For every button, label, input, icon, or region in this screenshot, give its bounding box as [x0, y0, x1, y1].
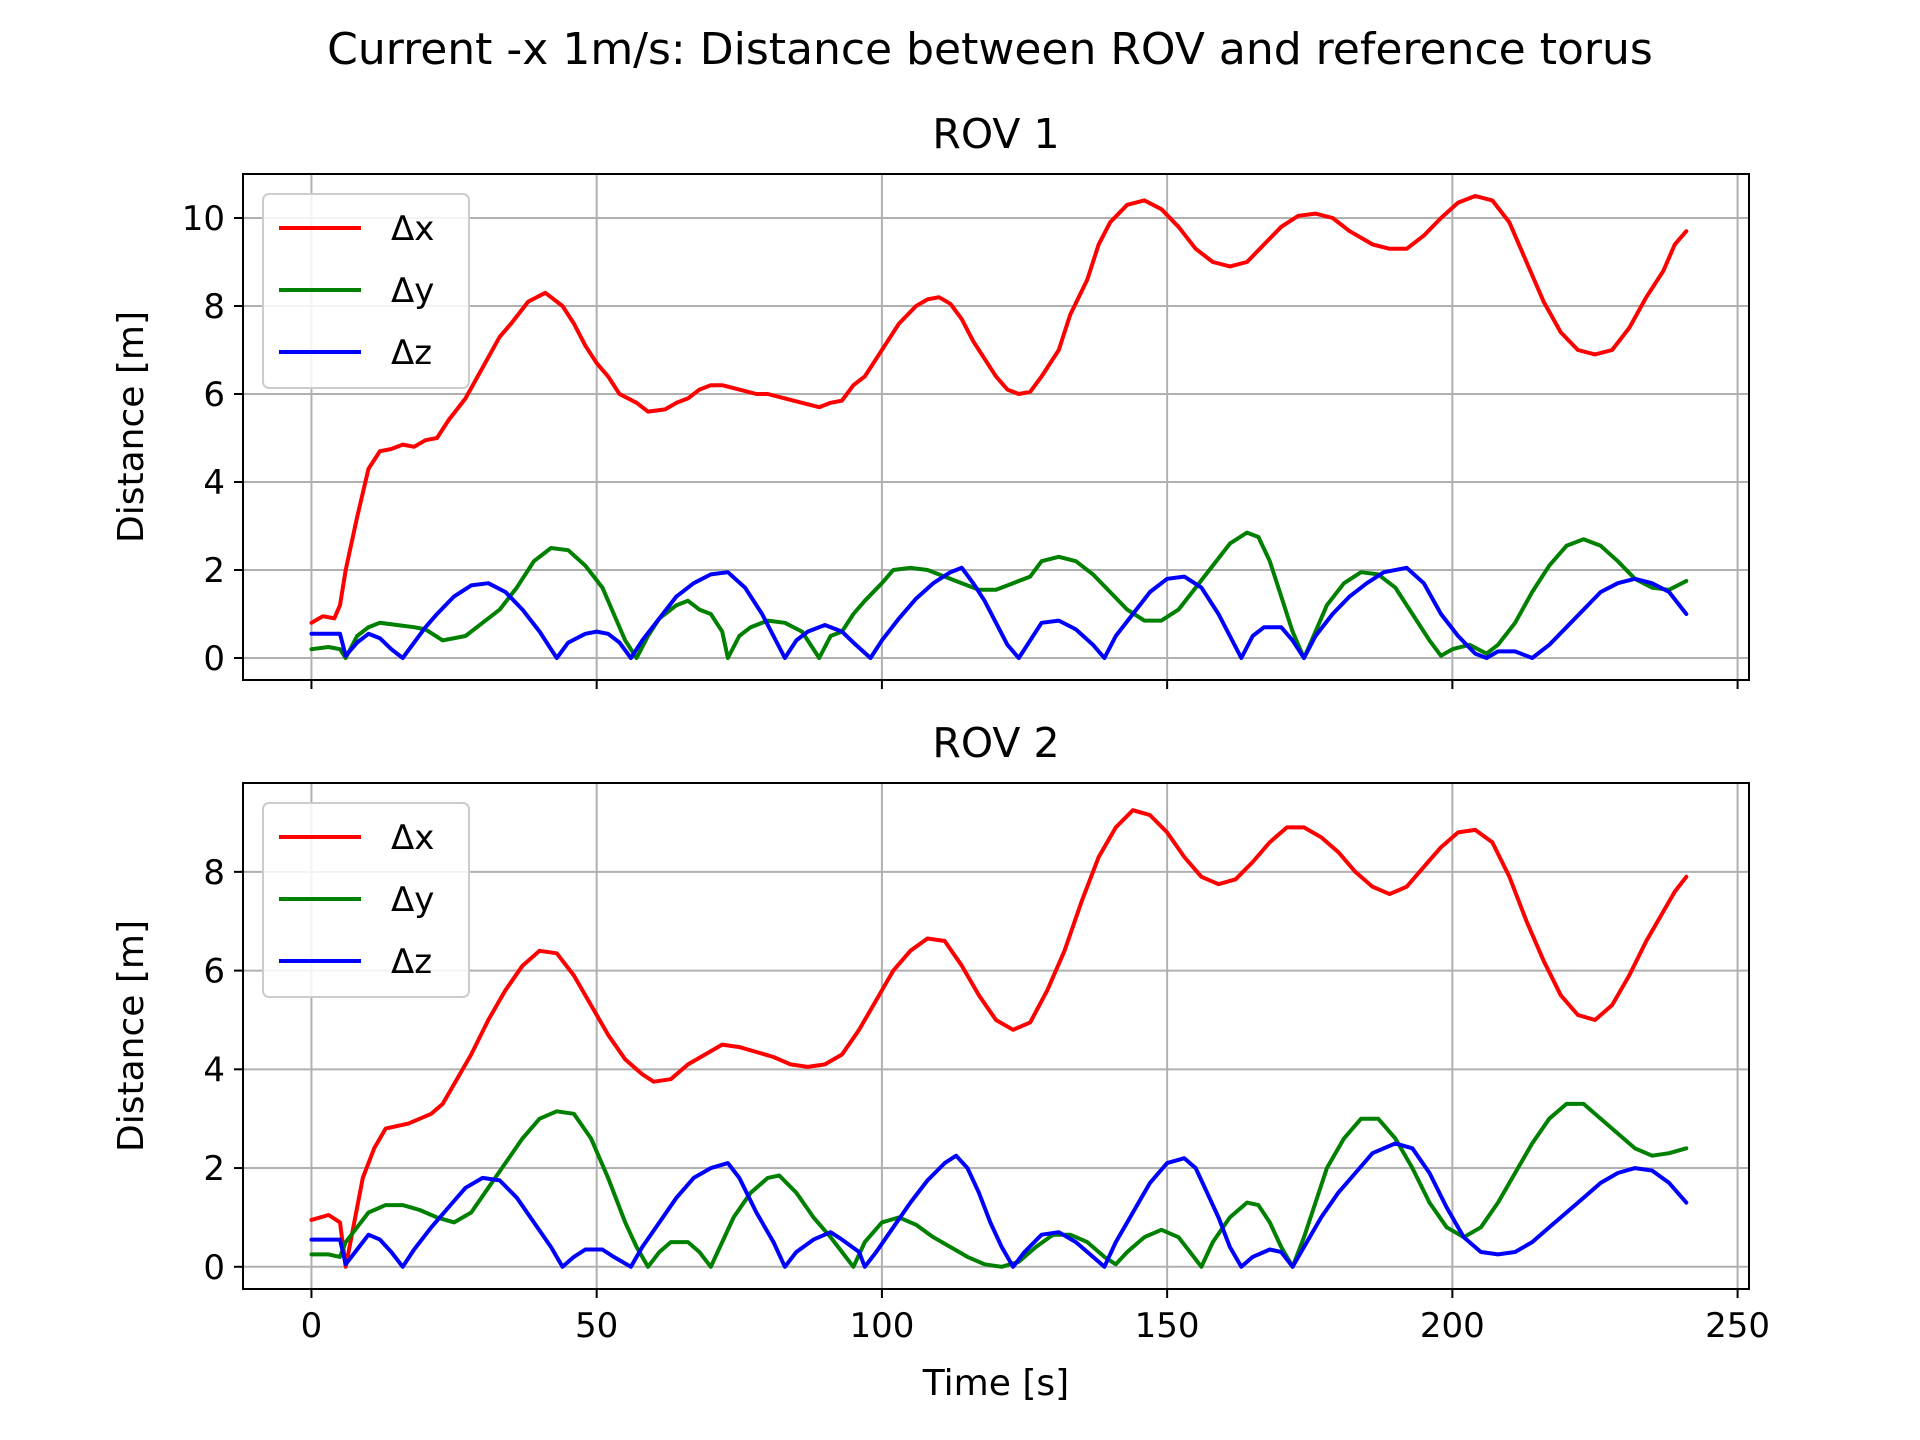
series-line-dx: [309, 808, 1689, 1269]
legend-box: [262, 802, 470, 998]
series-line-dy: [309, 530, 1689, 660]
y-tick-label: 0: [203, 1248, 225, 1288]
subplot-title: ROV 2: [932, 719, 1059, 767]
legend-label: Δx: [391, 209, 434, 249]
y-tick-label: 8: [203, 853, 225, 893]
y-tick-label: 2: [203, 1149, 225, 1189]
x-tick-label: 150: [1135, 1306, 1200, 1346]
y-tick-label: 6: [203, 375, 225, 415]
x-tick-label: 250: [1705, 1306, 1770, 1346]
series-line-dz: [309, 1141, 1689, 1269]
legend-label: Δy: [391, 271, 434, 311]
x-tick-label: 100: [849, 1306, 914, 1346]
axes-frame: [242, 173, 1750, 681]
legend: Δx Δy Δz: [262, 802, 470, 998]
series-line-dx: [309, 194, 1689, 625]
y-tick-label: 4: [203, 463, 225, 503]
series-line-dy: [309, 1101, 1689, 1269]
y-tick-label: 4: [203, 1050, 225, 1090]
y-tick-label: 8: [203, 287, 225, 327]
subplot-title: ROV 1: [932, 110, 1059, 158]
legend-label: Δz: [391, 333, 432, 373]
y-tick-label: 0: [203, 639, 225, 679]
series-line-dz: [309, 565, 1689, 660]
subplot-rov1: ROV 1 0 2 4 6 8 10 Distance [m] Δx Δy Δz: [111, 110, 1750, 689]
y-tick-label: 6: [203, 952, 225, 992]
y-tick-label: 10: [182, 199, 225, 239]
legend-label: Δx: [391, 818, 434, 858]
x-tick-label: 50: [575, 1306, 618, 1346]
x-axis-label: Time [s]: [922, 1363, 1069, 1404]
figure-title: Current -x 1m/s: Distance between ROV an…: [327, 24, 1653, 75]
legend-box: [262, 193, 470, 389]
axes-frame: [242, 782, 1750, 1290]
legend-label: Δy: [391, 880, 434, 920]
y-axis-label: Distance [m]: [111, 920, 152, 1152]
legend: Δx Δy Δz: [262, 193, 470, 389]
legend-label: Δz: [391, 942, 432, 982]
x-tick-label: 200: [1420, 1306, 1485, 1346]
y-axis-label: Distance [m]: [111, 311, 152, 543]
subplot-rov2: ROV 2 0 50 100 150 200 250 0 2 4 6 8 Distance [m] Tim…: [111, 719, 1770, 1404]
y-tick-label: 2: [203, 551, 225, 591]
x-tick-label: 0: [301, 1306, 323, 1346]
